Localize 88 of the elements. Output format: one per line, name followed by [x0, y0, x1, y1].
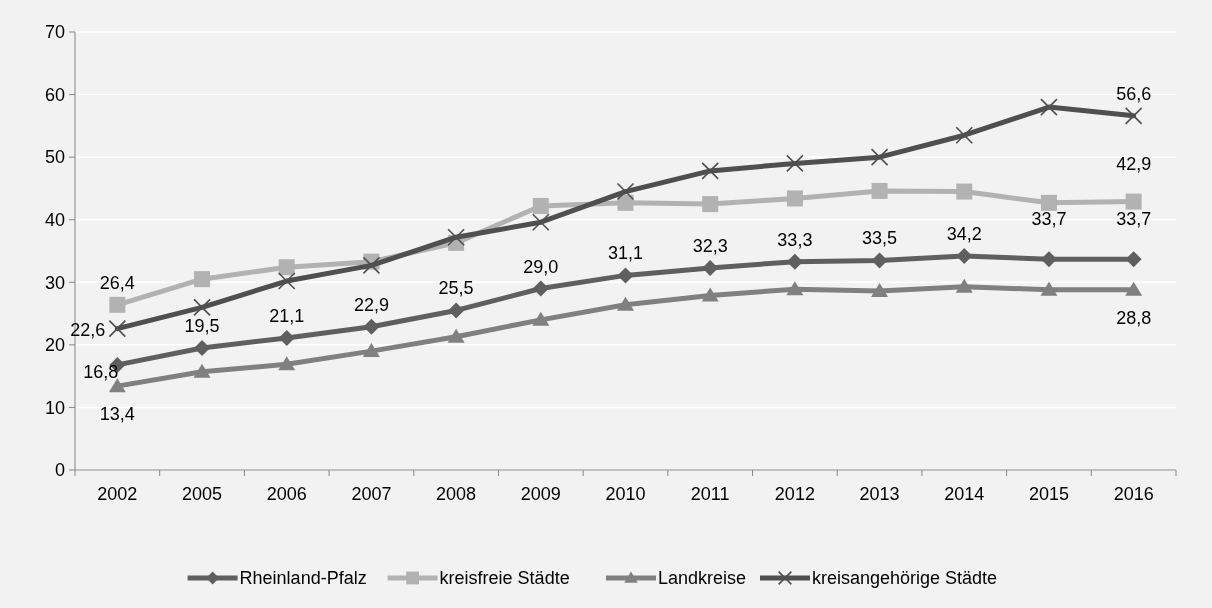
data-label: 22,9 — [353, 294, 389, 315]
point — [617, 267, 634, 284]
point — [532, 311, 550, 326]
point — [363, 318, 380, 335]
legend-label: Landkreise — [658, 568, 747, 589]
point — [278, 329, 295, 346]
data-label: 42,9 — [1116, 153, 1152, 174]
data-label: 28,8 — [1116, 307, 1152, 328]
data-label: 19,5 — [184, 315, 220, 336]
point — [532, 197, 549, 214]
point — [362, 343, 380, 358]
point — [1124, 107, 1143, 125]
point — [532, 213, 550, 232]
x-tick-label: 2009 — [520, 484, 561, 504]
point — [956, 183, 973, 200]
point — [193, 363, 211, 378]
point — [277, 272, 296, 290]
data-label: 33,7 — [1116, 209, 1152, 230]
y-tick-label: 10 — [44, 397, 65, 418]
x-tick-label: 2010 — [605, 484, 646, 504]
y-tick-label: 70 — [44, 22, 65, 43]
data-label: 34,2 — [946, 224, 982, 245]
data-label: 31,1 — [607, 243, 644, 264]
data-label: 21,1 — [269, 305, 305, 326]
point — [701, 162, 719, 180]
point — [702, 196, 719, 213]
point — [1125, 251, 1142, 268]
x-tick-label: 2012 — [774, 484, 815, 504]
point — [701, 287, 719, 302]
point — [870, 148, 889, 166]
y-tick-label: 40 — [44, 210, 65, 231]
point — [786, 281, 804, 296]
point — [871, 283, 889, 298]
x-tick-label: 2016 — [1113, 484, 1154, 504]
point — [447, 328, 465, 343]
x-tick-label: 2015 — [1028, 484, 1069, 504]
y-tick-label: 50 — [44, 147, 65, 168]
x-tick-label: 2007 — [351, 484, 392, 504]
point — [362, 256, 381, 275]
y-tick-label: 20 — [44, 335, 65, 356]
legend-label: kreisangehörige Städte — [812, 568, 998, 589]
y-tick-label: 30 — [44, 272, 65, 293]
data-label: 33,5 — [862, 228, 898, 249]
point — [278, 356, 296, 371]
data-label: 32,3 — [692, 235, 728, 256]
point — [108, 319, 127, 338]
point — [1040, 194, 1057, 211]
x-tick-label: 2014 — [944, 484, 985, 504]
data-label: 16,8 — [83, 361, 119, 382]
point — [786, 190, 803, 207]
legend-label: Rheinland-Pfalz — [239, 568, 367, 589]
point — [617, 296, 634, 311]
point — [278, 259, 295, 276]
x-tick-label: 2013 — [859, 484, 900, 504]
point — [194, 271, 211, 288]
point — [109, 296, 126, 313]
point — [448, 302, 465, 319]
point — [532, 280, 549, 297]
point — [193, 298, 211, 317]
x-tick-label: 2008 — [436, 484, 477, 504]
point — [1040, 281, 1058, 296]
point — [955, 278, 973, 293]
x-tick-label: 2002 — [97, 484, 138, 504]
point — [1125, 193, 1142, 210]
data-label: 22,6 — [70, 319, 106, 340]
x-tick-label: 2006 — [266, 484, 307, 504]
x-tick-label: 2011 — [690, 484, 730, 504]
data-label: 33,3 — [777, 229, 813, 250]
y-tick-label: 60 — [44, 84, 65, 105]
point — [447, 228, 465, 247]
data-label: 29,0 — [523, 256, 559, 277]
x-tick-label: 2005 — [182, 484, 223, 504]
data-label: 26,4 — [99, 272, 135, 293]
point — [871, 182, 888, 199]
point — [1125, 281, 1143, 296]
data-label: 13,4 — [99, 404, 135, 425]
point — [194, 339, 211, 356]
data-label: 33,7 — [1031, 209, 1067, 230]
point — [871, 252, 888, 269]
y-tick-label: 0 — [54, 460, 65, 481]
data-label: 56,6 — [1116, 83, 1152, 104]
point — [616, 182, 635, 201]
point — [786, 253, 803, 270]
point — [786, 154, 804, 173]
legend-label: kreisfreie Städte — [439, 568, 570, 589]
point — [1040, 98, 1058, 116]
data-label: 25,5 — [438, 278, 474, 299]
point — [955, 126, 974, 145]
